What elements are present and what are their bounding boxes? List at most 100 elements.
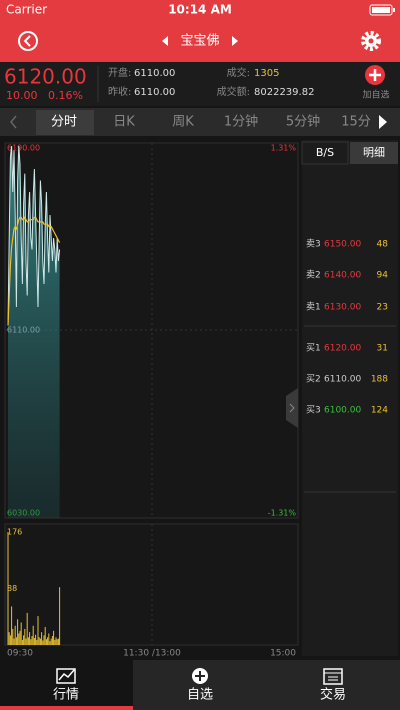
settings-button[interactable] [361,31,381,51]
header-bar [0,0,400,62]
volume-bar [19,630,21,645]
tab-label[interactable]: 1分钟 [224,114,258,130]
tab-label[interactable]: 周K [172,115,194,130]
book-qty: 124 [371,406,388,416]
volume-bar [43,635,45,645]
battery [369,4,395,16]
volume-bar [48,633,50,645]
volume-bar [8,632,10,645]
volume-bar [36,639,38,645]
prev-close-value: 6110.00 [134,87,175,98]
volume-bar [13,638,15,645]
book-qty: 94 [377,271,389,281]
collapse-handle[interactable] [286,388,298,428]
book-side: 卖2 [306,270,321,281]
volume-tick-label: 88 [7,584,17,593]
turnover-value: 8022239.82 [254,87,314,98]
volume-bar [42,640,44,645]
book-side: 买2 [306,374,321,385]
tab-right-arrow[interactable] [379,115,387,129]
turnover-label: 成交额: [217,85,250,98]
volume-bar [24,628,26,645]
change: 10.00 [6,89,38,102]
volume-bar [14,625,16,645]
carrier: Carrier [6,3,47,17]
pct-label: -1.31% [268,509,297,518]
volume-bar [21,639,23,645]
time-label: 09:30 [7,649,33,659]
volume-bar [29,632,31,645]
book-side: 卖3 [306,239,321,250]
market-icon [56,668,76,684]
last-price: 6120.00 [4,65,87,89]
volume-bar [53,630,55,645]
quote-row [0,62,400,106]
volume-bar [55,637,57,645]
book-price: 6130.00 [324,303,361,313]
volume-bar [33,637,35,645]
bottom-tab-label: 交易 [320,687,346,703]
price-tick-label: 6190.00 [7,144,40,153]
volume-bar [45,639,47,645]
book-qty: 23 [377,303,388,313]
tab-label[interactable]: 分时 [51,115,77,130]
volume-bar [57,638,59,645]
open-value: 6110.00 [134,68,175,79]
avg-line [7,216,61,326]
active-indicator [0,706,133,710]
side-tab[interactable] [301,141,349,165]
volume-bar [59,587,61,645]
tab-selected[interactable] [36,110,94,135]
book-side: 买1 [306,343,321,354]
next-arrow[interactable] [232,36,238,46]
trade-icon [323,668,343,685]
volume-bar [50,638,52,645]
volume-bar [35,634,37,645]
volume-bar [31,636,33,645]
pct-label: 1.31% [271,144,297,153]
volume-label: 成交: [227,66,250,79]
watchlist-icon [192,668,208,684]
tab-label[interactable]: 日K [113,115,135,130]
volume-bar [12,628,14,645]
volume-bar [56,639,58,645]
book-qty: 31 [377,344,388,354]
volume-bar [41,632,43,645]
tab-left-arrow[interactable] [10,115,17,129]
side-tab-label: 明细 [363,146,385,159]
volume-bar [25,638,27,645]
book-side: 买3 [306,405,321,416]
tab-label[interactable]: 15分 [341,115,371,130]
volume-bar [47,637,49,645]
change-pct: 0.16% [48,89,83,102]
stock-title: 宝宝佛 [180,34,219,49]
volume-bar [18,633,20,645]
time-label: 15:00 [270,649,296,659]
bottom-tab-active[interactable] [0,660,133,710]
volume-bar [44,627,46,645]
bottom-tab-label: 行情 [53,688,79,703]
book-price: 6140.00 [324,271,361,281]
volume-tick-label: 176 [7,528,22,537]
clock: 10:14 AM [168,3,232,17]
volume-bar [20,622,22,645]
book-qty: 188 [371,375,388,385]
volume-bar [26,612,28,645]
volume-bar [32,625,34,645]
tab-label[interactable]: 5分钟 [286,114,320,130]
volume-bar [30,639,32,645]
book-price: 6150.00 [324,240,361,250]
book-side: 卖1 [306,302,321,313]
volume-bar [37,616,39,645]
add-watch-button[interactable]: 加自选 [362,65,390,101]
back-button[interactable] [18,31,38,51]
side-tab[interactable] [350,142,398,164]
volume-bar [27,637,29,645]
prev-close-label: 昨收: [108,85,131,98]
book-price: 6100.00 [324,406,361,416]
prev-arrow[interactable] [162,36,168,46]
volume-bar [51,636,53,645]
bottom-tab-label: 自选 [187,688,213,703]
